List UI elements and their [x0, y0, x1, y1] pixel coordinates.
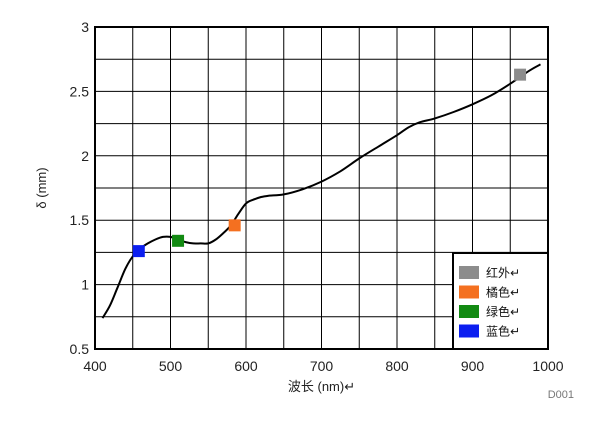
- x-axis-title: 波长 (nm)↵: [288, 379, 355, 394]
- legend-label: 绿色↵: [486, 304, 520, 319]
- y-tick-label: 2: [81, 148, 89, 164]
- y-tick-label: 1.5: [70, 212, 90, 228]
- legend-swatch: [459, 305, 479, 318]
- data-markers: [132, 68, 527, 258]
- x-tick-label: 800: [385, 358, 409, 374]
- x-tick-label: 900: [461, 358, 485, 374]
- legend-label: 橘色↵: [486, 285, 520, 300]
- legend-swatch: [459, 285, 479, 299]
- tick-labels: 400 500 600 700 800 900 1000 0.5 1 1.5 2 2.5 3: [70, 19, 564, 374]
- figure-id-label: D001: [548, 389, 574, 401]
- legend-items: 红外↵ 橘色↵ 绿色↵ 蓝色↵: [459, 265, 520, 339]
- y-tick-label: 3: [81, 19, 89, 35]
- x-tick-label: 600: [234, 358, 258, 374]
- x-tick-label: 500: [159, 358, 183, 374]
- plot-frame: [94, 26, 549, 350]
- legend-swatch: [459, 324, 479, 338]
- y-axis-title: δ (mm): [34, 167, 49, 208]
- legend: 红外↵ 橘色↵ 绿色↵ 蓝色↵: [452, 252, 549, 350]
- data-marker: [228, 219, 241, 232]
- data-marker: [132, 245, 145, 258]
- y-tick-label: 2.5: [70, 83, 90, 99]
- x-tick-label: 1000: [532, 358, 563, 374]
- data-marker: [514, 68, 527, 81]
- data-marker: [172, 234, 185, 247]
- y-tick-label: 0.5: [70, 341, 90, 357]
- x-tick-label: 700: [310, 358, 334, 374]
- legend-swatch: [459, 266, 479, 279]
- series-line: [101, 63, 541, 319]
- x-tick-label: 400: [83, 358, 107, 374]
- legend-label: 蓝色↵: [486, 325, 520, 339]
- legend-label: 红外↵: [486, 265, 520, 280]
- y-tick-label: 1: [81, 277, 89, 293]
